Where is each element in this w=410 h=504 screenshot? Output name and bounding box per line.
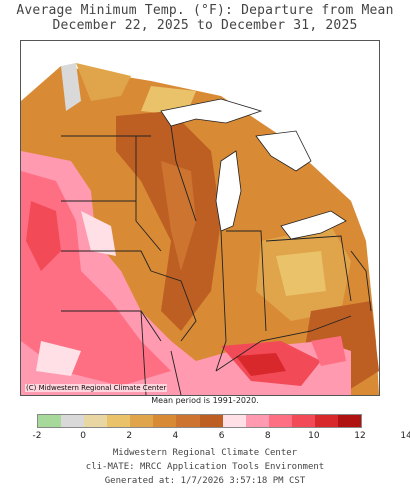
legend-swatch [38,415,62,427]
legend-swatch [268,415,292,427]
legend-swatch [107,415,131,427]
legend-tick-label: 2 [126,431,133,441]
legend-swatch [84,415,108,427]
legend-swatch [199,415,223,427]
legend-tick-label: 6 [218,431,225,441]
footer-app: cli-MATE: MRCC Application Tools Environ… [85,462,325,472]
map-date-range: December 22, 2025 to December 31, 2025 [52,18,358,33]
footer-generated: Generated at: 1/7/2026 3:57:18 PM CST [104,476,306,486]
legend-swatch [222,415,246,427]
mean-period-note: Mean period is 1991-2020. [151,396,259,405]
legend-tick-label: 0 [80,431,86,441]
legend-swatch [176,415,200,427]
footer-org: Midwestern Regional Climate Center [112,448,298,458]
legend-swatch [291,415,315,427]
color-legend [37,414,362,428]
legend-tick-label: 12 [354,431,366,441]
legend-tick-label: -2 [32,431,42,441]
map-credit: (C) Midwestern Regional Climate Center [25,384,168,392]
legend-tick-label: 10 [308,431,320,441]
legend-tick-label: 4 [172,431,179,441]
legend-tick-label: 8 [264,431,271,441]
legend-swatch [153,415,177,427]
legend-tick-label: 14 [400,431,410,441]
map-title: Average Minimum Temp. (°F): Departure fr… [16,3,394,18]
legend-swatch [245,415,269,427]
temperature-departure-map: (C) Midwestern Regional Climate Center [20,40,380,396]
legend-swatch [130,415,154,427]
legend-swatch [61,415,85,427]
legend-swatch [314,415,339,427]
legend-swatch [338,415,362,427]
map-svg [21,41,379,395]
